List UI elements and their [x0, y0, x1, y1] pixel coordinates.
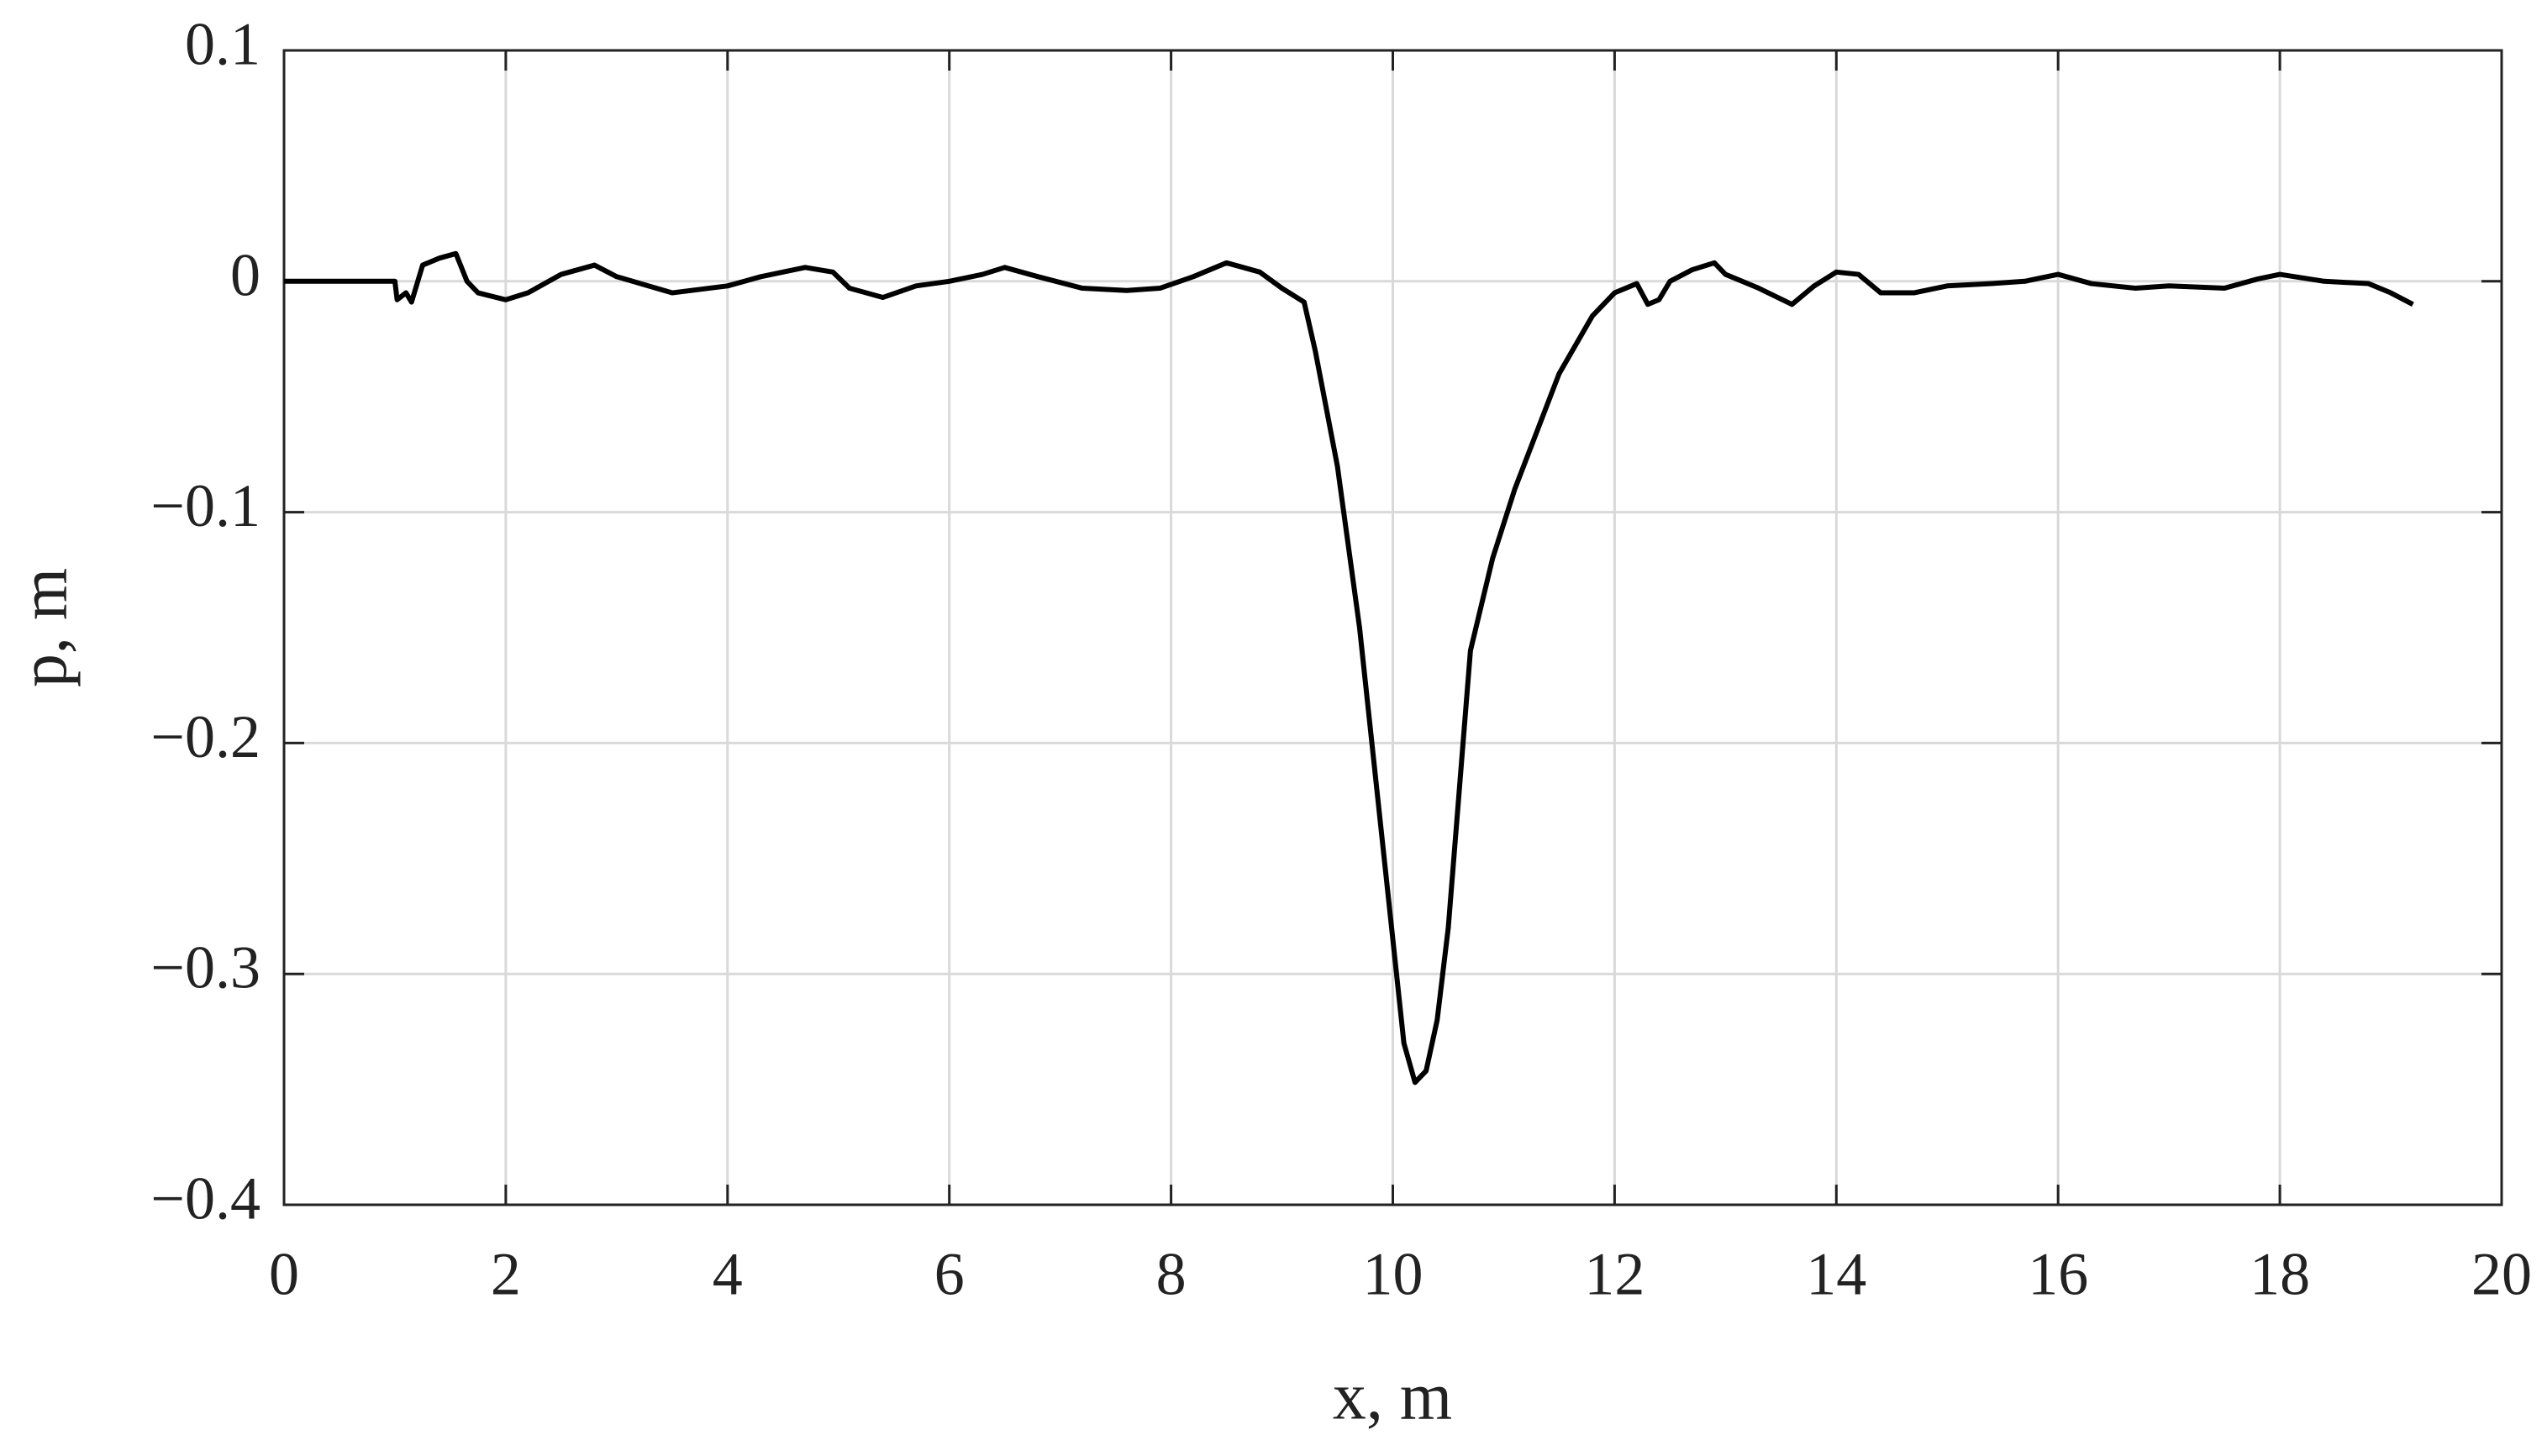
y-tick-label: −0.2 — [150, 703, 260, 770]
x-tick-label: 2 — [491, 1241, 521, 1308]
y-tick-label: 0.1 — [185, 11, 260, 78]
y-tick-label: −0.4 — [150, 1165, 260, 1233]
x-tick-label: 16 — [2028, 1241, 2088, 1308]
x-tick-label: 12 — [1584, 1241, 1644, 1308]
y-tick-label: −0.1 — [150, 472, 260, 539]
x-tick-label: 8 — [1156, 1241, 1187, 1308]
x-tick-label: 4 — [713, 1241, 743, 1308]
x-axis-title: x, m — [1333, 1359, 1452, 1433]
x-tick-label: 20 — [2471, 1241, 2532, 1308]
x-tick-label: 10 — [1363, 1241, 1423, 1308]
x-tick-label: 0 — [269, 1241, 299, 1308]
plot-frame — [282, 49, 2503, 1206]
x-tick-label: 6 — [934, 1241, 965, 1308]
y-tick-label: −0.3 — [150, 934, 260, 1001]
data-line — [284, 250, 2414, 1085]
x-tick-label: 14 — [1806, 1241, 1866, 1308]
x-tick-label: 18 — [2250, 1241, 2310, 1308]
y-axis-title: p, m — [7, 568, 81, 687]
y-tick-label: 0 — [230, 241, 260, 308]
